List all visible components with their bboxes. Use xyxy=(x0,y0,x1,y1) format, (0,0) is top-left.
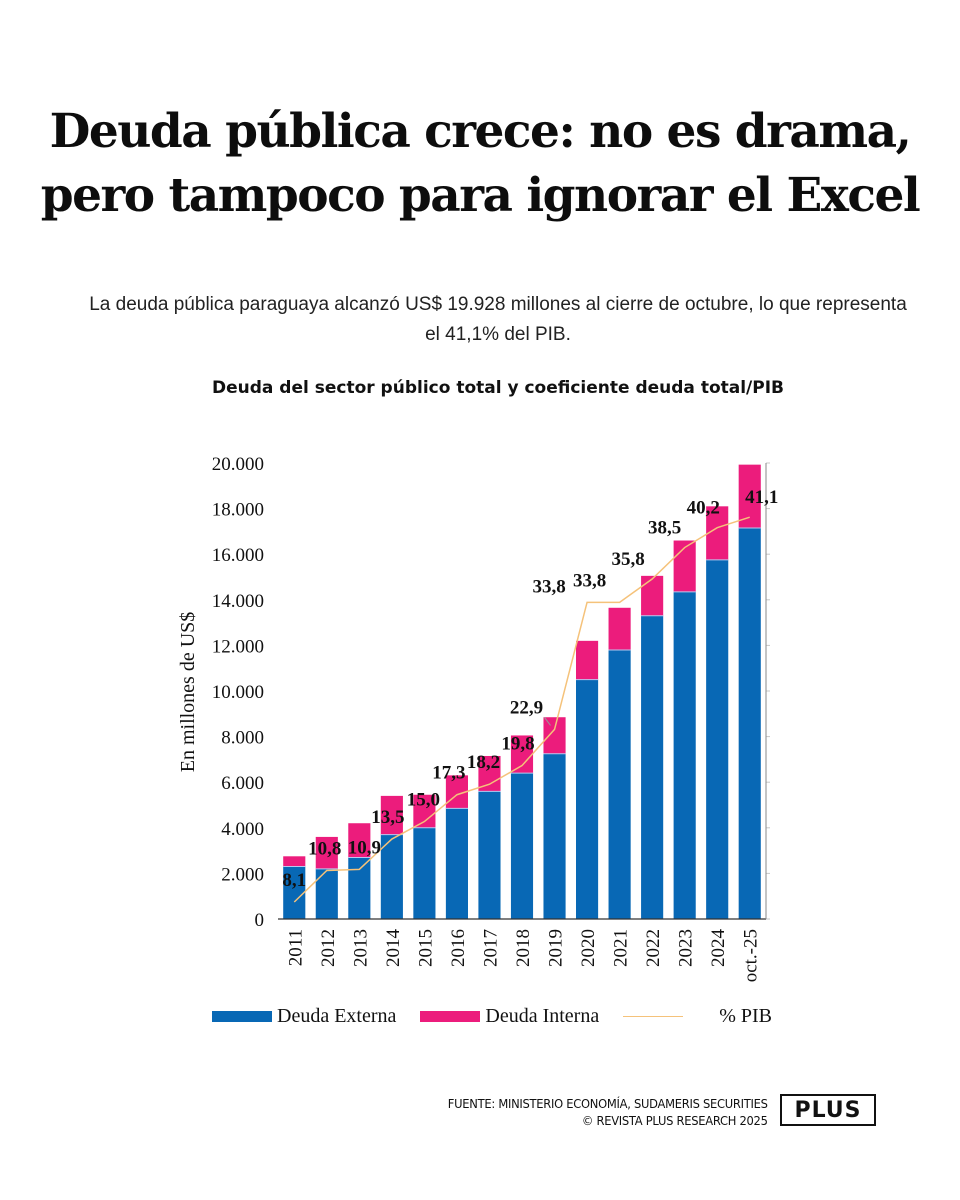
bar-deuda-externa xyxy=(673,591,696,919)
y-tick-label: 8.000 xyxy=(221,728,264,749)
bar-deuda-interna xyxy=(510,735,534,774)
y-tick-label: 0 xyxy=(255,910,265,931)
pib-data-label: 18,2 xyxy=(467,752,500,773)
pib-data-label: 38,5 xyxy=(648,518,681,539)
bar-deuda-interna xyxy=(380,795,403,835)
bar-deuda-externa xyxy=(413,827,436,919)
bar-deuda-interna xyxy=(576,640,599,680)
bars xyxy=(283,464,761,919)
pib-data-label: 8,1 xyxy=(282,870,306,891)
x-tick-label: 2019 xyxy=(546,929,567,967)
bar-deuda-interna xyxy=(738,464,761,528)
legend: Deuda Externa Deuda Interna % PIB xyxy=(212,1003,796,1029)
pib-data-label: 19,8 xyxy=(501,734,534,755)
pib-data-label: 15,0 xyxy=(407,790,440,811)
bar-deuda-externa xyxy=(738,527,761,919)
y-tick-label: 2.000 xyxy=(221,864,264,885)
legend-swatch-externa xyxy=(212,1010,272,1022)
legend-label-interna: Deuda Interna xyxy=(485,1004,600,1027)
bar-deuda-interna xyxy=(478,755,501,792)
bar-deuda-externa xyxy=(706,559,729,919)
headline-line-1: Deuda pública crece: no es drama, xyxy=(49,104,912,159)
legend-item-externa: Deuda Externa xyxy=(212,1005,396,1028)
pib-line-group xyxy=(293,516,750,903)
x-tick-label: 2023 xyxy=(676,929,697,967)
headline-line-2: pero tampoco para ignorar el Excel xyxy=(40,168,921,223)
y-axis-title: En millones de US$ xyxy=(177,612,199,773)
bar-deuda-externa xyxy=(283,866,306,919)
y-tick-label: 20.000 xyxy=(212,454,264,475)
pib-line xyxy=(293,516,750,903)
legend-label-pib: % PIB xyxy=(719,1004,773,1027)
x-tick-label: oct.-25 xyxy=(741,929,762,982)
legend-item-interna: Deuda Interna xyxy=(420,1005,599,1028)
bar-deuda-externa xyxy=(510,773,534,919)
y-tick-label: 4.000 xyxy=(221,819,264,840)
bar-deuda-interna xyxy=(608,607,631,650)
legend-item-pib: % PIB xyxy=(623,1005,772,1028)
bar-deuda-externa xyxy=(543,753,566,919)
x-tick-label: 2015 xyxy=(415,929,436,967)
bar-deuda-externa xyxy=(641,615,664,919)
chart-title: Deuda del sector público total y coefici… xyxy=(211,378,785,398)
legend-label-externa: Deuda Externa xyxy=(277,1004,397,1027)
footer-copyright: © REVISTA PLUS RESEARCH 2025 xyxy=(582,1113,768,1128)
x-axis-labels: 2011 2012 2013 2014 2015 2016 2017 2018 2019 2020… xyxy=(285,929,761,983)
pib-data-label: 40,2 xyxy=(687,498,720,519)
bar-deuda-externa xyxy=(478,791,501,919)
x-tick-label: 2022 xyxy=(643,929,664,967)
x-tick-label: 2012 xyxy=(318,929,339,967)
legend-swatch-pib xyxy=(623,1015,684,1017)
pib-data-label: 41,1 xyxy=(745,487,778,508)
legend-swatch-interna xyxy=(420,1010,481,1022)
pib-data-label: 10,9 xyxy=(348,837,381,858)
footer-credits: FUENTE: MINISTERIO ECONOMÍA, SUDAMERIS S… xyxy=(448,1095,768,1129)
pib-data-label: 35,8 xyxy=(612,549,645,570)
chart-svg: 0 2.000 4.000 6.000 8.000 10.000 12.000 14.000 1… xyxy=(177,454,778,983)
bar-deuda-interna xyxy=(315,836,338,869)
x-tick-label: 2020 xyxy=(578,929,599,967)
y-tick-label: 14.000 xyxy=(212,591,264,612)
bar-deuda-interna xyxy=(283,856,306,867)
pib-data-label: 13,5 xyxy=(371,807,404,828)
pib-data-label: 17,3 xyxy=(432,763,465,784)
bar-deuda-interna xyxy=(641,575,664,616)
plus-logo: PLUS xyxy=(780,1094,876,1126)
bar-deuda-externa xyxy=(380,834,403,919)
footer-source: FUENTE: MINISTERIO ECONOMÍA, SUDAMERIS S… xyxy=(448,1096,768,1111)
x-tick-label: 2016 xyxy=(448,929,469,967)
pib-data-label: 10,8 xyxy=(308,839,341,860)
bar-deuda-interna xyxy=(348,823,371,858)
axes xyxy=(278,463,767,920)
bar-deuda-interna xyxy=(706,506,729,560)
x-tick-label: 2021 xyxy=(611,929,632,967)
pib-data-label: 33,8 xyxy=(532,576,565,597)
label-leader-line xyxy=(544,717,551,726)
bar-deuda-externa xyxy=(445,808,468,919)
x-tick-label: 2013 xyxy=(350,929,371,967)
bar-deuda-externa xyxy=(348,857,371,919)
y-tick-label: 6.000 xyxy=(221,773,264,794)
bar-deuda-externa xyxy=(576,679,599,919)
x-tick-label: 2018 xyxy=(513,929,534,967)
bar-deuda-externa xyxy=(315,868,338,919)
y-axis-ticks: 0 2.000 4.000 6.000 8.000 10.000 12.000 14.000 1… xyxy=(212,454,770,931)
pib-data-label: 22,9 xyxy=(510,697,543,718)
pib-data-label: 33,8 xyxy=(573,570,606,591)
x-tick-label: 2024 xyxy=(708,929,729,968)
bar-deuda-interna xyxy=(543,717,566,754)
pib-data-labels: 8,110,8 10,9 13,515,0 17,3 18,219,8 22,9 33,8 3… xyxy=(282,487,778,891)
subtitle: La deuda pública paraguaya alcanzó US$ 1… xyxy=(89,294,907,345)
y-tick-label: 12.000 xyxy=(212,636,264,657)
bar-deuda-interna xyxy=(413,794,436,828)
bar-deuda-externa xyxy=(608,649,631,919)
x-tick-label: 2014 xyxy=(383,929,404,968)
y-tick-label: 16.000 xyxy=(212,545,264,566)
headline: Deuda pública crece: no es drama, pero t… xyxy=(0,100,960,228)
x-tick-label: 2017 xyxy=(480,929,501,967)
y-tick-label: 18.000 xyxy=(212,500,264,521)
y-tick-label: 10.000 xyxy=(212,682,264,703)
x-tick-label: 2011 xyxy=(285,929,306,966)
